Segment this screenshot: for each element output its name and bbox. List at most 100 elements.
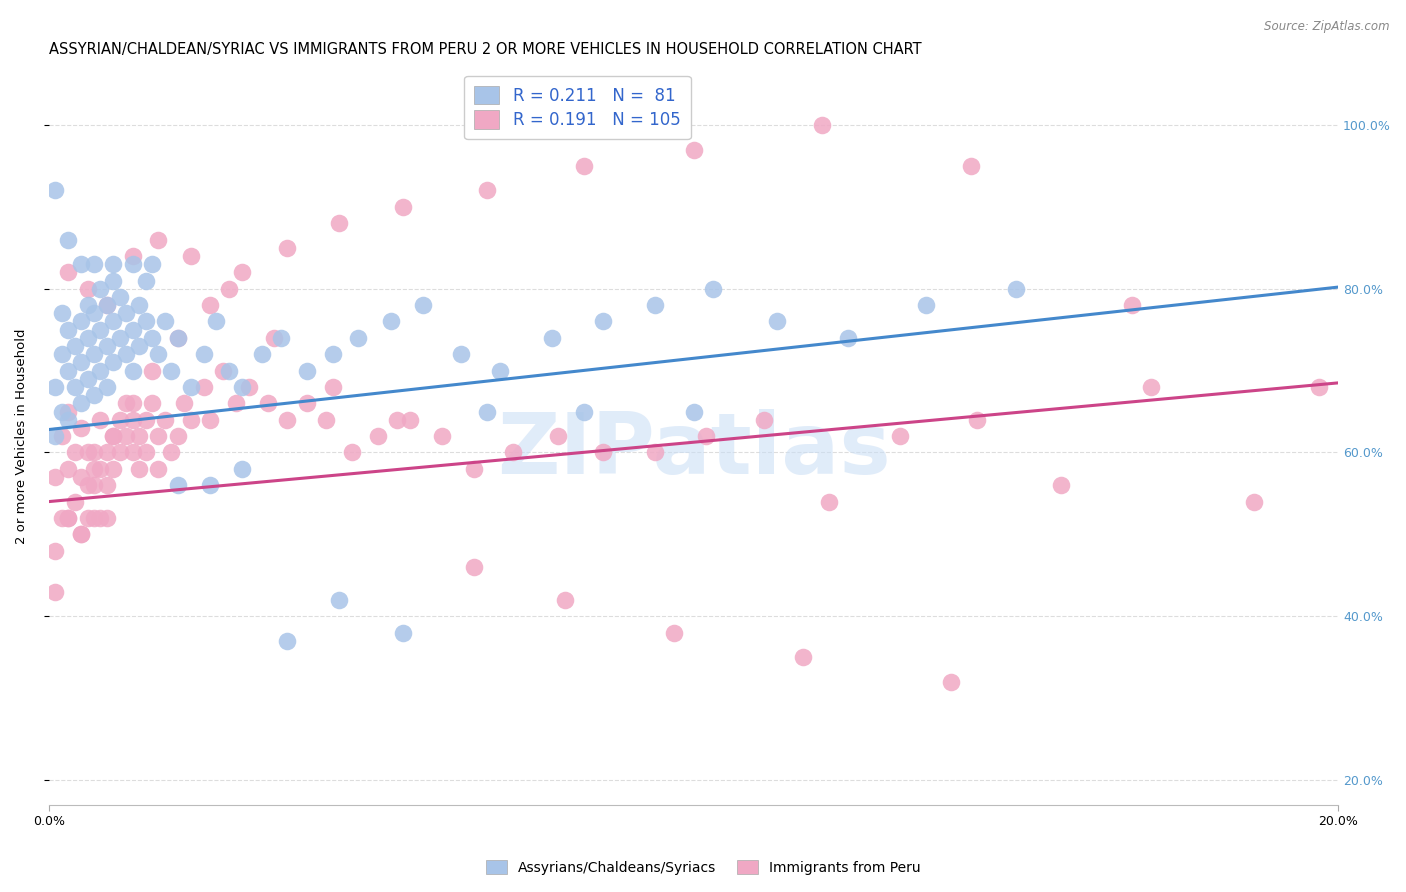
Point	[135, 314, 157, 328]
Point	[257, 396, 280, 410]
Point	[547, 429, 569, 443]
Point	[231, 265, 253, 279]
Point	[180, 249, 202, 263]
Point	[44, 429, 66, 443]
Point	[477, 184, 499, 198]
Point	[121, 396, 143, 410]
Point	[76, 478, 98, 492]
Point	[121, 249, 143, 263]
Point	[380, 314, 402, 328]
Point	[180, 380, 202, 394]
Point	[315, 413, 337, 427]
Point	[76, 298, 98, 312]
Point	[148, 347, 170, 361]
Point	[153, 413, 176, 427]
Point	[56, 265, 79, 279]
Point	[321, 380, 343, 394]
Point	[44, 380, 66, 394]
Point	[328, 592, 350, 607]
Point	[664, 625, 686, 640]
Point	[837, 331, 859, 345]
Point	[1121, 298, 1143, 312]
Point	[135, 413, 157, 427]
Legend: R = 0.211   N =  81, R = 0.191   N = 105: R = 0.211 N = 81, R = 0.191 N = 105	[464, 76, 690, 139]
Y-axis label: 2 or more Vehicles in Household: 2 or more Vehicles in Household	[15, 328, 28, 544]
Point	[502, 445, 524, 459]
Point	[83, 257, 105, 271]
Point	[489, 363, 512, 377]
Point	[56, 511, 79, 525]
Point	[592, 445, 614, 459]
Point	[141, 363, 163, 377]
Legend: Assyrians/Chaldeans/Syriacs, Immigrants from Peru: Assyrians/Chaldeans/Syriacs, Immigrants …	[479, 855, 927, 880]
Point	[51, 511, 73, 525]
Point	[276, 413, 298, 427]
Point	[463, 462, 485, 476]
Point	[128, 429, 150, 443]
Point	[83, 462, 105, 476]
Point	[141, 396, 163, 410]
Point	[295, 363, 318, 377]
Point	[96, 339, 118, 353]
Point	[51, 306, 73, 320]
Point	[56, 363, 79, 377]
Point	[76, 511, 98, 525]
Point	[198, 298, 221, 312]
Point	[212, 363, 235, 377]
Point	[818, 494, 841, 508]
Point	[103, 429, 125, 443]
Point	[540, 331, 562, 345]
Point	[889, 429, 911, 443]
Point	[295, 396, 318, 410]
Point	[276, 633, 298, 648]
Point	[63, 494, 86, 508]
Point	[135, 445, 157, 459]
Point	[56, 462, 79, 476]
Point	[89, 511, 111, 525]
Point	[811, 118, 834, 132]
Point	[766, 314, 789, 328]
Point	[166, 331, 188, 345]
Point	[148, 429, 170, 443]
Point	[231, 380, 253, 394]
Point	[399, 413, 422, 427]
Point	[51, 404, 73, 418]
Point	[89, 413, 111, 427]
Text: ASSYRIAN/CHALDEAN/SYRIAC VS IMMIGRANTS FROM PERU 2 OR MORE VEHICLES IN HOUSEHOLD: ASSYRIAN/CHALDEAN/SYRIAC VS IMMIGRANTS F…	[49, 42, 921, 57]
Point	[115, 396, 138, 410]
Point	[96, 445, 118, 459]
Point	[135, 273, 157, 287]
Point	[328, 216, 350, 230]
Point	[592, 314, 614, 328]
Point	[103, 314, 125, 328]
Point	[1308, 380, 1330, 394]
Point	[148, 462, 170, 476]
Point	[51, 429, 73, 443]
Point	[103, 273, 125, 287]
Point	[76, 331, 98, 345]
Point	[263, 331, 285, 345]
Point	[108, 413, 131, 427]
Point	[70, 314, 93, 328]
Point	[218, 282, 240, 296]
Point	[941, 674, 963, 689]
Point	[56, 404, 79, 418]
Text: ZIPatlas: ZIPatlas	[496, 409, 890, 492]
Point	[966, 413, 988, 427]
Point	[463, 560, 485, 574]
Point	[128, 462, 150, 476]
Point	[70, 470, 93, 484]
Point	[276, 241, 298, 255]
Point	[754, 413, 776, 427]
Point	[160, 445, 183, 459]
Point	[83, 445, 105, 459]
Point	[430, 429, 453, 443]
Point	[1140, 380, 1163, 394]
Text: Source: ZipAtlas.com: Source: ZipAtlas.com	[1264, 20, 1389, 33]
Point	[128, 298, 150, 312]
Point	[193, 380, 215, 394]
Point	[63, 339, 86, 353]
Point	[70, 396, 93, 410]
Point	[392, 625, 415, 640]
Point	[914, 298, 936, 312]
